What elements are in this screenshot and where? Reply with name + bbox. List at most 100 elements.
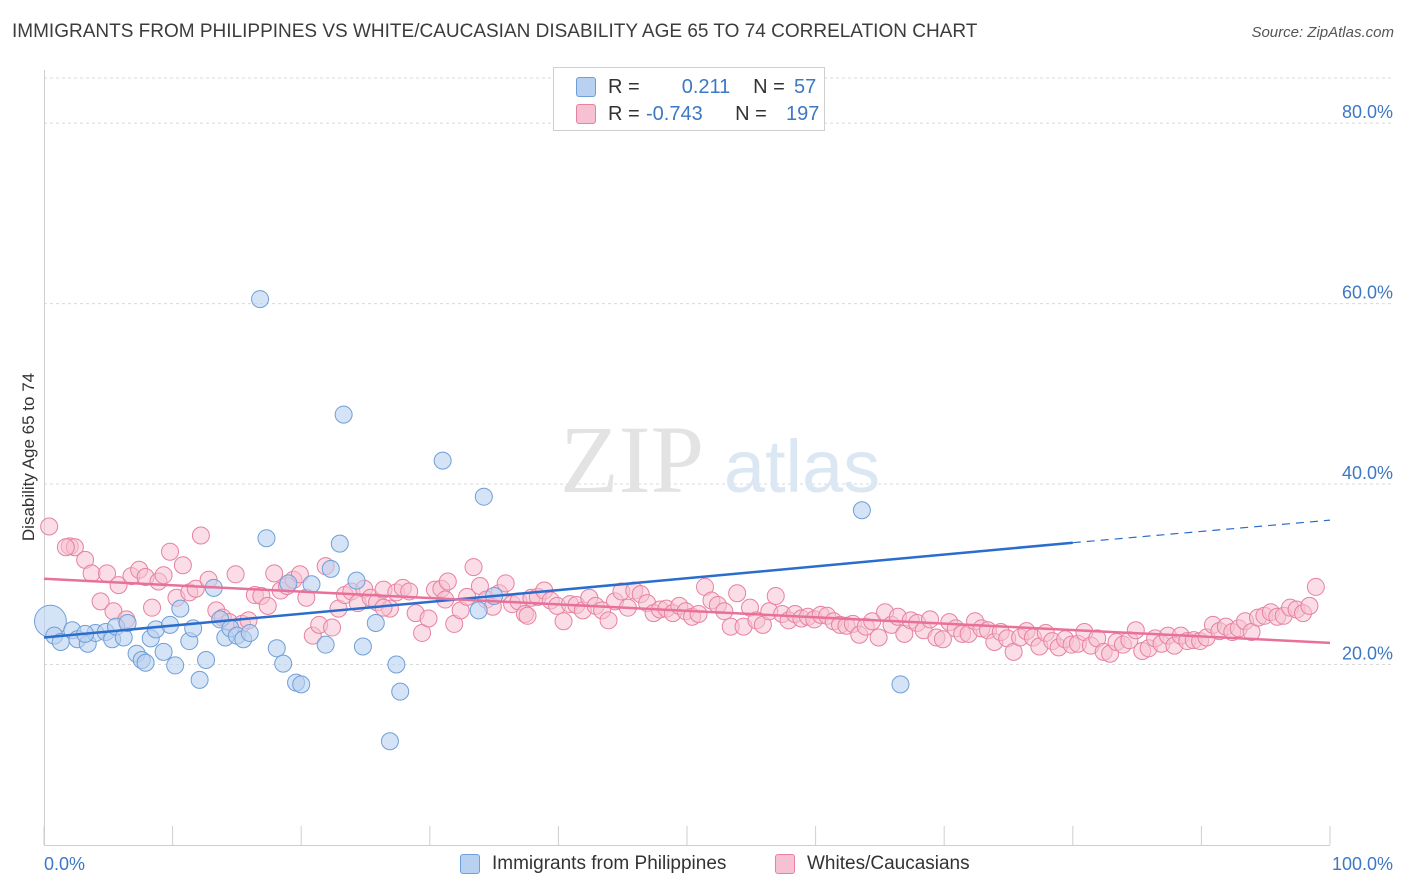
legend-n-value: 57 xyxy=(794,75,817,98)
data-point-whites xyxy=(56,538,75,557)
x-axis-tick-labels: 0.0% 100.0% xyxy=(44,854,1393,874)
watermark-atlas: atlas xyxy=(724,425,880,508)
data-point-whites xyxy=(109,576,128,595)
data-point-whites xyxy=(869,628,888,647)
data-point-philippines xyxy=(321,559,340,578)
data-point-philippines xyxy=(353,637,372,656)
correlation-legend: R = 0.211 N = 57 R = -0.743 N = 197 xyxy=(553,67,825,131)
data-point-philippines xyxy=(316,635,335,654)
data-point-whites xyxy=(258,596,277,615)
data-point-philippines xyxy=(469,601,488,620)
legend-row-philippines: R = 0.211 N = 57 xyxy=(576,75,834,99)
data-point-philippines xyxy=(190,670,209,689)
bottom-legend-swatch-pink xyxy=(775,854,795,874)
legend-n-label: N = xyxy=(735,102,767,125)
data-point-philippines xyxy=(334,405,353,424)
data-point-whites xyxy=(464,558,483,577)
data-point-philippines xyxy=(279,574,298,593)
data-point-whites xyxy=(265,564,284,583)
data-point-whites xyxy=(438,572,457,591)
data-point-philippines xyxy=(240,623,259,642)
y-tick-label: 20.0% xyxy=(1342,644,1393,664)
data-point-philippines xyxy=(302,575,321,594)
data-point-whites xyxy=(921,610,940,629)
legend-r-value: 0.211 xyxy=(681,75,731,98)
data-point-whites xyxy=(323,618,342,637)
data-point-philippines xyxy=(387,655,406,674)
data-point-philippines xyxy=(267,639,286,658)
legend-n-value: 197 xyxy=(786,102,820,125)
data-point-whites xyxy=(766,586,785,605)
data-point-philippines xyxy=(118,614,137,633)
data-point-philippines xyxy=(391,682,410,701)
legend-r-label: R = xyxy=(608,75,640,98)
bottom-legend-whites: Whites/Caucasians xyxy=(775,852,970,876)
data-point-philippines xyxy=(197,651,216,670)
trend-line-philippines-extension xyxy=(1072,519,1331,544)
y-axis-label: Disability Age 65 to 74 xyxy=(19,373,38,541)
series-immigrants-philippines xyxy=(33,290,910,751)
data-point-whites xyxy=(173,556,192,575)
data-point-philippines xyxy=(257,529,276,548)
x-tick-label: 0.0% xyxy=(44,854,85,874)
data-point-philippines xyxy=(171,599,190,618)
y-tick-label: 40.0% xyxy=(1342,463,1393,483)
data-point-whites xyxy=(554,612,573,631)
y-axis-tick-labels: 20.0% 40.0% 60.0% 80.0% xyxy=(1342,102,1393,663)
legend-r-value: -0.743 xyxy=(646,102,703,125)
chart-source: Source: ZipAtlas.com xyxy=(1251,24,1394,41)
data-point-whites xyxy=(728,584,747,603)
y-tick-label: 80.0% xyxy=(1342,102,1393,122)
data-point-whites xyxy=(191,526,210,545)
data-point-whites xyxy=(689,604,708,623)
legend-swatch-pink xyxy=(576,104,596,124)
watermark: ZIP atlas xyxy=(560,406,880,513)
data-point-whites xyxy=(1306,577,1325,596)
data-point-whites xyxy=(226,565,245,584)
data-point-philippines xyxy=(474,487,493,506)
data-point-philippines xyxy=(292,675,311,694)
data-point-philippines xyxy=(251,290,270,309)
series-whites-caucasians xyxy=(40,517,1325,663)
data-point-philippines xyxy=(433,451,452,470)
data-point-whites xyxy=(154,566,173,585)
y-tick-label: 60.0% xyxy=(1342,283,1393,303)
watermark-zip: ZIP xyxy=(560,406,704,513)
bottom-legend-label: Whites/Caucasians xyxy=(807,853,970,874)
data-point-whites xyxy=(40,517,59,536)
data-point-philippines xyxy=(330,534,349,553)
data-point-philippines xyxy=(274,654,293,673)
bottom-legend-swatch-blue xyxy=(460,854,480,874)
bottom-legend-label: Immigrants from Philippines xyxy=(492,853,727,874)
trend-line-whites xyxy=(43,577,1331,645)
data-point-whites xyxy=(599,611,618,630)
legend-n-label: N = xyxy=(753,75,785,98)
data-point-philippines xyxy=(166,656,185,675)
x-axis-ticks xyxy=(43,826,1331,845)
data-point-whites xyxy=(419,609,438,628)
legend-row-whites: R = -0.743 N = 197 xyxy=(576,102,826,126)
data-point-philippines xyxy=(891,675,910,694)
data-point-philippines xyxy=(366,614,385,633)
data-point-whites xyxy=(143,598,162,617)
data-point-whites xyxy=(161,542,180,561)
trend-line-philippines xyxy=(43,541,1073,639)
data-point-whites xyxy=(518,606,537,625)
data-point-whites xyxy=(1300,596,1319,615)
data-point-philippines xyxy=(380,732,399,751)
legend-swatch-blue xyxy=(576,77,596,97)
data-point-philippines xyxy=(347,571,366,590)
data-point-philippines xyxy=(154,642,173,661)
trend-lines xyxy=(43,519,1331,645)
data-point-whites xyxy=(91,592,110,611)
bottom-legend-philippines: Immigrants from Philippines xyxy=(460,852,726,876)
chart-title: IMMIGRANTS FROM PHILIPPINES VS WHITE/CAU… xyxy=(12,21,978,42)
legend-r-label: R = xyxy=(608,102,640,125)
data-point-whites xyxy=(1126,621,1145,640)
x-tick-label: 100.0% xyxy=(1332,854,1393,874)
data-point-whites xyxy=(82,564,101,583)
axes xyxy=(44,70,1330,846)
data-point-whites xyxy=(496,574,515,593)
data-point-philippines xyxy=(136,653,155,672)
